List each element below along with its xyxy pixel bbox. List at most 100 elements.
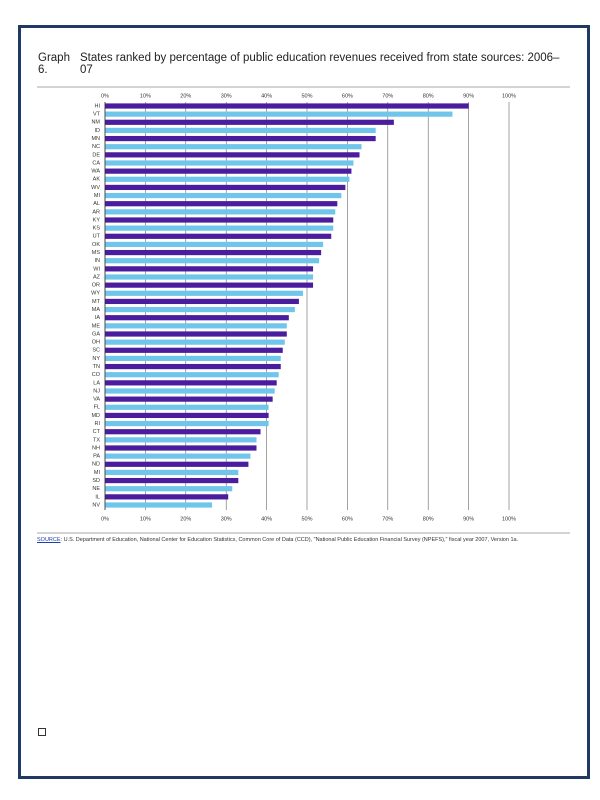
bar [105,135,376,142]
x-tick-label: 40% [261,93,272,99]
bar [105,323,287,329]
x-tick-label: 10% [140,93,151,99]
bar [105,396,273,402]
bar [105,241,324,248]
x-tick-label: 60% [342,93,353,99]
bar [105,437,257,443]
x-tick-label: 20% [180,516,191,522]
y-tick-label: MS [92,250,101,256]
bar [105,184,346,191]
x-tick-label: 50% [301,516,312,522]
bar [105,412,269,419]
y-tick-label: ID [95,128,101,134]
bar [105,290,303,296]
x-tick-label: 100% [502,93,516,99]
bar [105,388,275,394]
y-tick-label: KY [93,217,101,223]
bar [105,111,453,117]
x-tick-label: 10% [140,516,151,522]
y-tick-label: IN [95,258,101,264]
x-tick-label: 0% [101,516,109,522]
bar [105,306,295,313]
bar [105,160,354,166]
y-tick-label: DE [92,152,100,158]
bar [105,258,320,264]
y-tick-label: VT [93,112,101,118]
y-tick-label: TN [93,364,100,370]
x-tick-label: 60% [342,516,353,522]
x-tick-label: 70% [382,93,393,99]
bar [105,404,269,410]
y-tick-label: NM [91,120,100,126]
bar [105,225,334,231]
bar [105,192,342,199]
y-tick-label: WY [91,291,100,297]
y-tick-label: ND [92,462,100,468]
x-tick-label: 90% [463,93,474,99]
y-tick-label: MD [91,413,100,419]
bar [105,233,332,239]
bar [105,152,360,158]
bar [105,127,376,134]
y-tick-label: NH [92,445,100,451]
y-tick-label: SD [92,478,100,484]
bar [105,469,239,476]
bar [105,144,362,150]
bar [105,266,314,272]
bar [105,176,350,182]
bar [105,249,322,256]
bar [105,486,233,492]
x-tick-label: 30% [221,516,232,522]
y-tick-label: SC [92,348,100,354]
x-tick-label: 40% [261,516,272,522]
bar [105,477,239,484]
x-tick-label: 90% [463,516,474,522]
y-tick-label: ME [92,323,101,329]
bar [105,315,289,321]
bar [105,119,394,125]
y-tick-label: NC [92,144,100,150]
bar [105,363,281,370]
bar [105,282,314,288]
y-tick-label: AK [93,177,101,183]
y-tick-label: KS [93,226,101,232]
y-tick-label: GA [92,331,100,337]
bar [105,355,281,362]
x-tick-label: 20% [180,93,191,99]
x-tick-label: 70% [382,516,393,522]
bar [105,339,285,345]
y-tick-label: MA [92,307,101,313]
source-text: : U.S. Department of Education, National… [60,537,519,543]
y-tick-label: OR [92,283,100,289]
x-tick-label: 50% [301,93,312,99]
x-tick-label: 80% [423,93,434,99]
y-tick-label: LA [93,380,100,386]
checkbox[interactable] [38,728,46,736]
y-tick-label: MT [92,299,101,305]
y-tick-label: NE [92,486,100,492]
x-tick-label: 80% [423,516,434,522]
title: Graph 6. States ranked by percentage of … [38,52,568,76]
title-number: Graph 6. [38,52,70,76]
bar [105,298,299,305]
source-link[interactable]: SOURCE [37,537,61,543]
y-tick-label: IA [95,315,101,321]
y-tick-label: MI [94,193,101,199]
bar [105,453,251,459]
y-tick-label: WA [91,169,100,175]
y-tick-label: OK [92,242,100,248]
x-tick-label: 100% [502,516,516,522]
y-tick-label: CA [92,160,100,166]
bar [105,217,334,223]
y-tick-label: FL [94,405,100,411]
y-tick-label: CO [92,372,101,378]
bar [105,103,469,109]
bar [105,380,277,386]
x-tick-label: 30% [221,93,232,99]
source: SOURCE: U.S. Department of Education, Na… [37,537,587,557]
y-tick-label: IL [95,494,100,500]
y-tick-label: CT [93,429,101,435]
y-tick-label: OH [92,340,100,346]
y-tick-label: VA [93,397,100,403]
